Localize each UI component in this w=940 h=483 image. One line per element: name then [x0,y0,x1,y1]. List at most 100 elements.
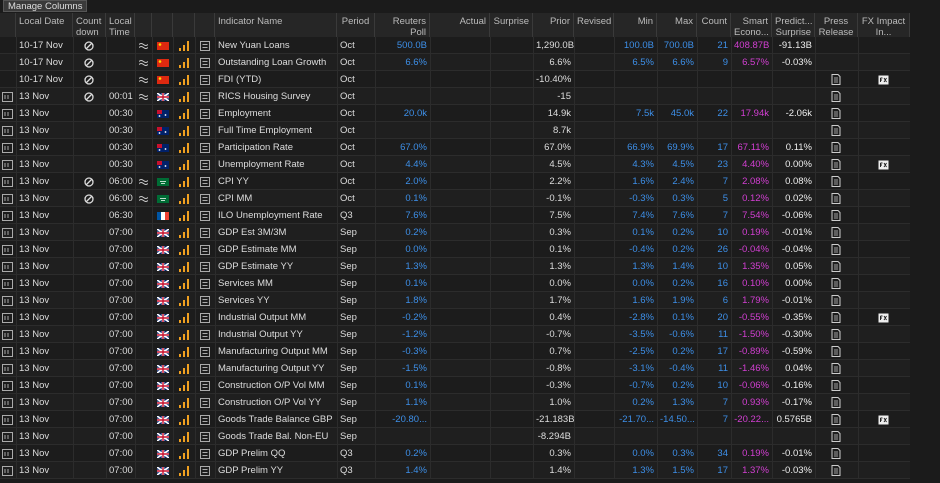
column-header[interactable]: Revised [574,13,614,38]
cell-separator [815,428,816,444]
cell-separator [73,360,74,376]
cell-separator [215,156,216,172]
cell-separator [772,377,773,393]
press-release-icon [831,414,841,425]
country-flag [157,296,169,305]
cell-separator [152,377,153,393]
cell-separator [152,207,153,223]
cell-count: 22 [717,108,728,119]
cell-separator [173,445,174,461]
column-header[interactable]: Predict... Surprise [772,13,815,38]
row-icon [2,244,13,255]
column-header[interactable]: Smart Econo... [731,13,772,38]
cell-separator [106,343,107,359]
cell-separator [815,54,816,70]
cell-separator [215,258,216,274]
cell-separator [173,190,174,206]
cell-separator [731,88,732,104]
cell-date: 13 Nov [19,312,50,323]
cell-separator [73,377,74,393]
cell-smart: 0.19% [742,448,769,459]
cell-max: 0.2% [672,380,694,391]
cell-separator [657,445,658,461]
cell-separator [815,139,816,155]
importance-bars [179,91,189,102]
cell-separator [697,309,698,325]
cell-prior: 1.0% [549,397,571,408]
cell-separator [614,241,615,257]
cell-smart: 4.40% [742,159,769,170]
cell-separator [574,292,575,308]
cell-separator [337,377,338,393]
cell-separator [173,105,174,121]
cell-max: 6.6% [672,57,694,68]
cell-separator [135,394,136,410]
cell-separator [697,326,698,342]
cell-separator [815,122,816,138]
cell-separator [697,224,698,240]
cell-smart: 0.10% [742,278,769,289]
cell-separator [815,258,816,274]
cell-min: 6.5% [632,57,654,68]
cell-separator [135,343,136,359]
column-header[interactable]: FX Impact In... [858,13,910,38]
cell-separator [858,394,859,410]
column-header[interactable]: Max [657,13,697,38]
cell-max: 7.6% [672,210,694,221]
manage-columns-button[interactable]: Manage Columns [3,0,88,12]
column-header[interactable]: Count down [73,13,106,38]
cell-poll: 1.4% [405,465,427,476]
column-header[interactable]: Press Release [815,13,858,38]
press-release-icon [831,193,841,204]
cell-separator [173,139,174,155]
cell-separator [135,190,136,206]
cell-separator [614,207,615,223]
column-header[interactable]: Local Date [16,13,73,38]
cell-separator [697,394,698,410]
country-flag [157,75,169,84]
cell-poll: -0.3% [402,346,427,357]
cell-name: Manufacturing Output YY [218,363,325,374]
cell-separator [430,462,431,478]
detail-icon [200,261,210,272]
cell-separator [490,343,491,359]
cell-date: 13 Nov [19,227,50,238]
column-header[interactable]: Period [337,13,375,38]
column-header[interactable]: Min [614,13,657,38]
importance-bars [179,176,189,187]
country-flag [157,58,169,67]
column-header[interactable]: Indicator Name [215,13,337,38]
countdown-icon [84,193,94,204]
cell-separator [858,360,859,376]
cell-separator [430,275,431,291]
table-row: 13 Nov 07:00 Construction O/P Vol MM Sep 0.1… [0,377,910,394]
cell-period: Sep [340,244,357,255]
cell-prior: 1.3% [549,261,571,272]
cell-count: 26 [717,244,728,255]
cell-prior: 7.5% [549,210,571,221]
cell-separator [173,258,174,274]
cell-separator [215,292,216,308]
column-header[interactable]: Local Time [106,13,135,38]
cell-separator [215,190,216,206]
column-header[interactable]: Count [697,13,731,38]
column-header[interactable]: Prior [533,13,574,38]
column-header[interactable]: Surprise [490,13,533,38]
cell-separator [697,156,698,172]
press-release-icon [831,227,841,238]
cell-separator [106,173,107,189]
cell-predict: -0.04% [781,244,812,255]
cell-period: Sep [340,346,357,357]
cell-separator [657,156,658,172]
table-row: 13 Nov 07:00 GDP Prelim YY Q3 1.4% 1.4% 1.3% 1.… [0,462,910,479]
cell-separator [697,292,698,308]
press-release-icon [831,363,841,374]
cell-date: 13 Nov [19,142,50,153]
detail-icon [200,176,210,187]
cell-separator [574,37,575,53]
column-header[interactable]: Actual [430,13,490,38]
detail-icon [200,108,210,119]
column-header[interactable]: Reuters Poll [375,13,430,38]
cell-predict: -0.01% [781,295,812,306]
cell-separator [533,37,534,53]
